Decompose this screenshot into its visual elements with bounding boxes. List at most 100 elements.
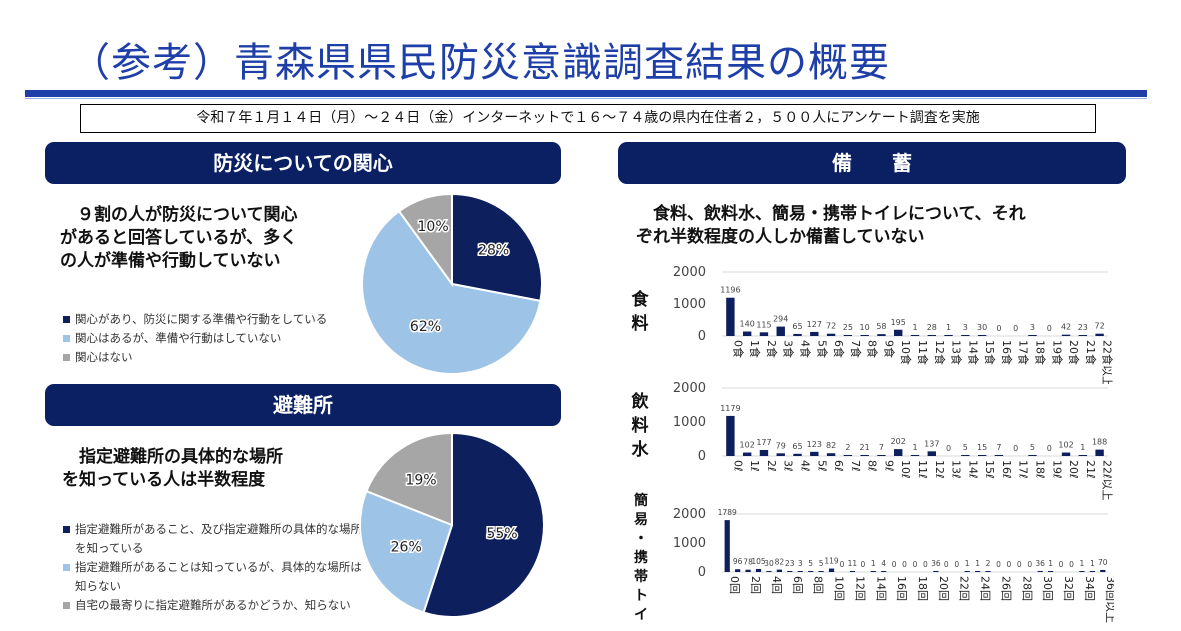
interest-legend: 関心があり、防災に関する準備や行動をしている関心はあるが、準備や行動はしていない… xyxy=(63,310,363,367)
bar-value-label: 137 xyxy=(924,439,939,448)
bar xyxy=(793,453,802,456)
bar-value-label: 195 xyxy=(891,318,906,327)
legend-item: 自宅の最寄りに指定避難所があるかどうか、知らない xyxy=(63,596,363,615)
legend-label: 関心があり、防災に関する準備や行動をしている xyxy=(75,312,328,326)
bar xyxy=(1100,569,1106,572)
bar xyxy=(1078,455,1088,456)
bar-value-label: 5 xyxy=(1030,443,1035,452)
bar-value-label: 0 xyxy=(1047,444,1052,453)
x-tick-label: 2食 xyxy=(765,340,779,358)
x-tick-label: 6回 xyxy=(791,576,804,594)
y-tick-label: 2000 xyxy=(673,507,706,522)
bar-value-label: 140 xyxy=(740,320,755,329)
bar xyxy=(894,329,903,336)
x-tick-label: 19ℓ xyxy=(1050,460,1063,479)
bar xyxy=(1089,571,1095,572)
y-tick-label: 1000 xyxy=(673,415,706,430)
bar-value-label: 0 xyxy=(923,560,928,569)
bar-value-label: 5 xyxy=(819,559,824,568)
stockpile-section-heading: 備 蓄 xyxy=(618,142,1126,184)
bar-value-label: 0 xyxy=(1047,324,1052,333)
bar xyxy=(877,334,886,336)
bar-value-label: 65 xyxy=(792,322,802,331)
bar xyxy=(870,571,876,572)
legend-item: 関心はあるが、準備や行動はしていない xyxy=(63,329,363,348)
y-tick-label: 1000 xyxy=(673,536,706,551)
bar-value-label: 79 xyxy=(776,441,786,450)
bar xyxy=(985,571,991,572)
x-tick-label: 14回 xyxy=(874,576,887,601)
x-tick-label: 19食 xyxy=(1050,340,1064,365)
x-tick-label: 4食 xyxy=(799,340,813,358)
bar-value-label: 3 xyxy=(963,323,968,332)
food-chart-label: 食 料 xyxy=(628,288,652,336)
bar xyxy=(994,455,1004,456)
x-tick-label: 13食 xyxy=(950,340,964,365)
bar-value-label: 1 xyxy=(965,559,970,568)
bar-value-label: 11 xyxy=(848,559,858,568)
x-tick-label: 0食 xyxy=(731,340,745,358)
bar xyxy=(843,455,853,456)
pie-value-label: 26% xyxy=(391,540,422,556)
bar-value-label: 82 xyxy=(775,558,785,567)
bar-value-label: 7 xyxy=(879,443,884,452)
legend-item: 指定避難所があることは知っているが、具体的な場所は 知らない xyxy=(63,558,363,596)
x-tick-label: 21ℓ xyxy=(1084,460,1097,479)
bar xyxy=(860,455,869,456)
bar-value-label: 1 xyxy=(871,559,876,568)
toilet-label-char: 簡 xyxy=(634,493,648,509)
pie-slice xyxy=(451,192,543,303)
bar-value-label: 42 xyxy=(1061,323,1071,332)
x-tick-label: 16食 xyxy=(1000,340,1014,365)
bar-value-label: 0 xyxy=(860,560,865,569)
water-label-char: 料 xyxy=(631,416,649,436)
stockpile-lead: 食料、飲料水、簡易・携帯トイレについて、それ ぞれ半数程度の人しか備蓄していない xyxy=(636,203,1026,249)
interest-lead-line: の人が準備や行動していない xyxy=(60,251,281,271)
bar xyxy=(977,455,987,456)
bar-value-label: 0 xyxy=(1013,444,1018,453)
bar xyxy=(964,571,970,572)
x-tick-label: 7ℓ xyxy=(849,460,862,472)
bar xyxy=(1061,452,1071,456)
x-tick-label: 22回 xyxy=(958,576,971,601)
bar-value-label: 294 xyxy=(773,315,788,324)
bar-value-label: 102 xyxy=(1058,441,1073,450)
x-tick-label: 10食 xyxy=(899,340,913,365)
x-tick-label: 17ℓ xyxy=(1017,460,1030,479)
legend-label: 関心はない xyxy=(75,350,133,364)
bar-value-label: 1 xyxy=(946,323,951,332)
pie-slice xyxy=(397,192,453,288)
legend-swatch xyxy=(63,602,70,609)
bar-value-label: 65 xyxy=(792,442,802,451)
bar-value-label: 0 xyxy=(996,560,1001,569)
bar xyxy=(860,335,869,336)
shelter-legend: 指定避難所があること、及び指定避難所の具体的な場所 を知っている 指定避難所があるこ… xyxy=(63,520,363,615)
bar-value-label: 36 xyxy=(1035,559,1045,568)
bar-value-label: 15 xyxy=(977,443,987,452)
shelter-lead-line: 指定避難所の具体的な場所 xyxy=(62,447,283,467)
legend-label: 指定避難所があること、及び指定避難所の具体的な場所 を知っている xyxy=(75,522,363,555)
bar-value-label: 1 xyxy=(912,323,917,332)
bar-value-label: 30 xyxy=(977,323,987,332)
x-tick-label: 5食 xyxy=(815,340,829,358)
pie-value-label: 62% xyxy=(410,319,441,335)
bar xyxy=(826,333,836,336)
bar xyxy=(759,332,769,336)
toilet-label-char: ・ xyxy=(634,531,648,547)
stockpile-lead-line: ぞれ半数程度の人しか備蓄していない xyxy=(636,227,925,247)
bar xyxy=(1079,571,1085,572)
y-tick-label: 0 xyxy=(698,329,706,344)
bar xyxy=(1095,449,1104,456)
bar-value-label: 82 xyxy=(826,441,836,450)
shelter-lead: 指定避難所の具体的な場所 を知っている人は半数程度 xyxy=(62,446,283,492)
legend-item: 関心はない xyxy=(63,348,363,367)
bar-value-label: 119 xyxy=(824,557,839,566)
bar-value-label: 0 xyxy=(1059,560,1064,569)
bar-value-label: 0 xyxy=(1007,560,1012,569)
x-tick-label: 11ℓ xyxy=(916,460,929,479)
y-tick-label: 1000 xyxy=(673,297,706,312)
x-tick-label: 8食 xyxy=(866,340,880,358)
bar xyxy=(742,452,752,456)
